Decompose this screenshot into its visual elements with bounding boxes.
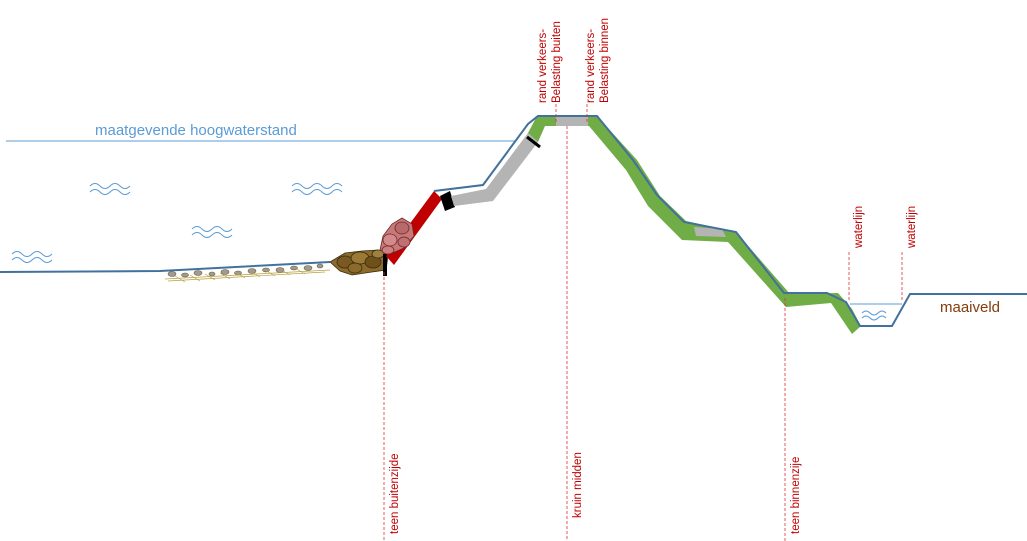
- rock-pile-icon: [379, 217, 415, 255]
- crest-road: [556, 117, 588, 126]
- label-toe-inside: teen binnenzije: [790, 457, 802, 534]
- crest-marker: [526, 135, 541, 149]
- label-traffic-inside-2: Belasting binnen: [599, 18, 611, 103]
- wave-icon: [861, 310, 887, 321]
- label-traffic-outside-1: rand verkeers-: [537, 29, 549, 103]
- wave-icon: [191, 226, 233, 238]
- water-level-label: maatgevende hoogwaterstand: [95, 122, 297, 139]
- label-toe-outside: teen buitenzijde: [389, 453, 401, 534]
- label-traffic-outside-2: Belasting buiten: [551, 21, 563, 103]
- brushwood-mat: [164, 267, 331, 283]
- wave-icon: [89, 183, 131, 195]
- wave-icon: [291, 183, 343, 195]
- toe-sheet-pile: [383, 254, 387, 276]
- dike-outline: [433, 115, 1027, 327]
- wave-icon: [11, 251, 53, 263]
- foreshore-ground-line: [0, 261, 331, 273]
- label-crest-middle: kruin midden: [572, 452, 584, 518]
- ground-level-label: maaiveld: [940, 299, 1000, 316]
- rock-pile-icon: [329, 249, 389, 276]
- label-waterline-right: waterlijn: [906, 206, 918, 249]
- label-waterline-left: waterlijn: [853, 206, 865, 249]
- label-traffic-inside-1: rand verkeers-: [585, 29, 597, 103]
- marker-lines: [383, 104, 903, 541]
- grey-revetment-upper: [451, 133, 538, 206]
- stone-scatter: [167, 263, 324, 278]
